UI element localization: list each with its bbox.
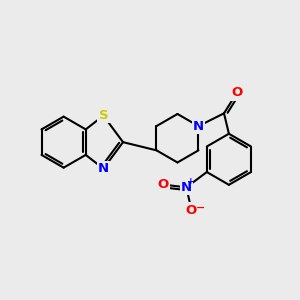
Text: N: N [193,120,204,133]
Text: O: O [231,86,242,99]
Text: −: − [196,203,205,213]
Text: O: O [157,178,168,191]
Text: S: S [99,109,108,122]
Text: N: N [181,181,192,194]
Text: +: + [188,177,195,186]
Text: N: N [98,162,109,175]
Text: O: O [186,204,197,217]
